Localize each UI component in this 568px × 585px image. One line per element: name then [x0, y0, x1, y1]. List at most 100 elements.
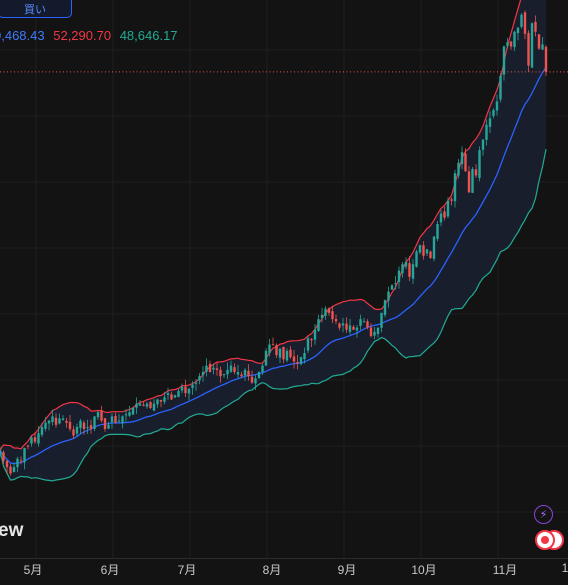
candle-down	[72, 429, 75, 436]
record-icon[interactable]	[531, 529, 567, 551]
candle-up	[229, 365, 233, 372]
candle-down	[68, 421, 72, 430]
candle-down	[271, 344, 275, 346]
candle-down	[54, 417, 58, 425]
buy-button[interactable]: 買い	[0, 0, 72, 18]
candle-up	[128, 412, 131, 416]
candle-up	[404, 262, 408, 267]
candle-up	[341, 323, 345, 326]
x-axis: 5月 6月 7月 8月 9月 10月 11月 1	[0, 558, 568, 585]
x-tick-label: 6月	[100, 563, 120, 577]
candle-up	[96, 412, 100, 418]
candle-down	[250, 376, 254, 383]
legend-basis-value: 0,468.43	[0, 28, 45, 43]
candle-down	[408, 263, 411, 277]
x-tick-label: 5月	[23, 563, 43, 577]
candle-down	[149, 402, 152, 408]
candle-up	[488, 118, 492, 127]
candle-up	[390, 285, 394, 290]
candlestick-chart[interactable]	[0, 0, 568, 558]
candle-down	[9, 466, 12, 474]
candle-up	[212, 367, 215, 370]
candle-up	[205, 365, 208, 372]
candle-down	[527, 33, 530, 66]
candle-up	[303, 352, 306, 360]
candle-up	[30, 437, 33, 444]
candle-up	[16, 458, 19, 468]
candle-up	[23, 448, 26, 463]
legend-lower-value: 48,646.17	[119, 28, 178, 43]
candle-up	[121, 416, 124, 424]
candle-up	[415, 251, 418, 267]
candle-up	[453, 173, 457, 202]
candle-down	[474, 169, 478, 176]
candle-up	[40, 426, 44, 435]
candle-down	[422, 245, 425, 256]
candle-down	[240, 374, 243, 377]
candle-up	[439, 213, 443, 223]
candle-up	[418, 245, 422, 253]
candle-up	[131, 407, 135, 415]
candle-down	[544, 46, 548, 72]
lightning-icon[interactable]: ⚡	[534, 505, 553, 524]
candle-up	[397, 270, 401, 282]
candle-down	[100, 411, 103, 421]
candle-up	[37, 433, 40, 444]
candle-down	[26, 445, 30, 447]
candle-up	[138, 403, 142, 406]
candle-up	[264, 350, 268, 366]
legend-upper-value: 52,290.70	[53, 28, 112, 43]
candle-down	[467, 171, 471, 193]
candle-down	[215, 368, 219, 370]
candle-up	[306, 338, 310, 351]
candle-up	[383, 300, 387, 315]
candle-up	[432, 236, 436, 259]
candle-up	[506, 42, 509, 47]
candle-up	[457, 162, 460, 176]
candle-down	[219, 369, 222, 377]
candle-down	[523, 12, 527, 34]
candle-down	[352, 326, 355, 330]
candle-up	[173, 395, 177, 398]
candle-up	[516, 27, 520, 34]
candle-up	[44, 422, 47, 429]
candle-up	[471, 169, 474, 193]
candle-up	[180, 386, 184, 391]
candle-up	[485, 124, 488, 140]
candle-up	[254, 378, 257, 384]
brand-watermark: ew	[0, 520, 24, 541]
candles	[0, 10, 548, 476]
x-tick-label: 7月	[177, 563, 197, 577]
candle-up	[320, 314, 324, 319]
candle-up	[481, 139, 485, 150]
candle-up	[236, 372, 240, 375]
candle-down	[289, 349, 292, 358]
candle-up	[198, 376, 201, 381]
candle-up	[75, 426, 79, 434]
x-tick-label: 10月	[411, 563, 437, 577]
candle-up	[107, 424, 110, 429]
candle-up	[86, 426, 89, 428]
candle-down	[331, 311, 334, 320]
candle-down	[292, 356, 296, 362]
candle-up	[268, 344, 271, 354]
candle-up	[362, 321, 366, 323]
candle-down	[464, 153, 467, 172]
candle-down	[89, 425, 93, 430]
candle-up	[58, 418, 61, 424]
candle-up	[152, 403, 156, 411]
candle-up	[191, 384, 194, 389]
candle-up	[110, 416, 114, 423]
candle-up	[201, 372, 205, 376]
candle-up	[61, 418, 65, 420]
bollinger-lower-line	[0, 148, 547, 482]
candle-up	[387, 291, 390, 301]
candle-down	[369, 327, 373, 337]
candle-up	[226, 369, 229, 375]
candle-down	[247, 370, 250, 377]
candle-down	[233, 367, 236, 372]
candle-up	[411, 264, 415, 279]
candle-up	[401, 264, 404, 274]
candle-up	[317, 319, 320, 331]
candle-down	[2, 452, 5, 461]
